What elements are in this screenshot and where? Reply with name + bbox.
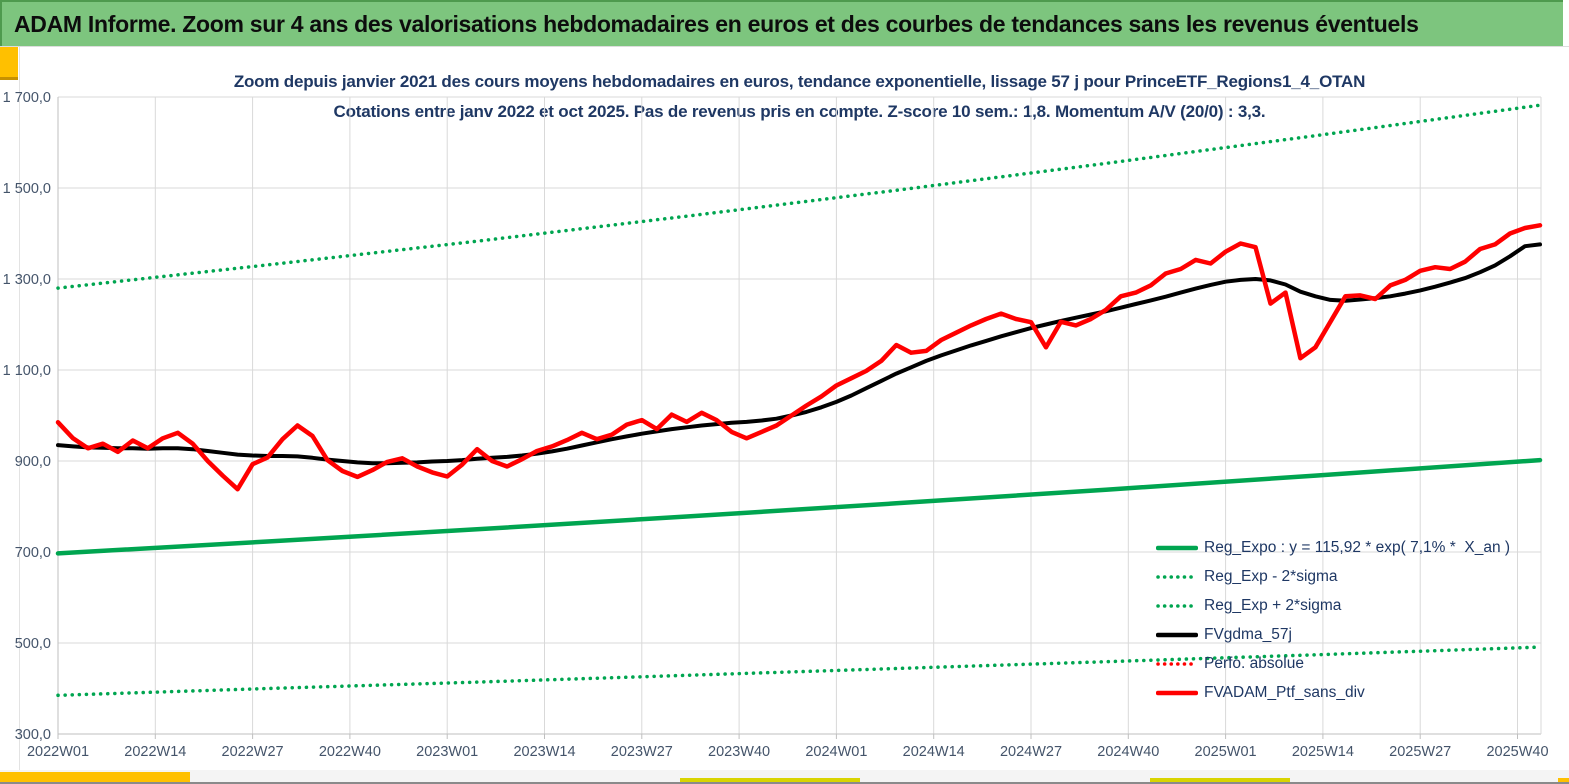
x-axis-label: 2022W27 bbox=[222, 744, 284, 760]
sheet-tab-marker-3 bbox=[1558, 778, 1569, 783]
series-FVgdma_57j bbox=[56, 242, 1542, 466]
y-axis-label: 500,0 bbox=[15, 636, 51, 652]
y-axis-label: 1 500,0 bbox=[3, 181, 51, 197]
legend-swatch-solid-line bbox=[1156, 545, 1198, 550]
legend-item: Reg_Exp - 2*sigma bbox=[1156, 562, 1510, 591]
legend-swatch-dotted-line bbox=[1156, 574, 1198, 579]
legend-swatch-dotted-line bbox=[1156, 661, 1198, 666]
x-axis-label: 2024W01 bbox=[805, 744, 867, 760]
legend-label: Reg_Exp - 2*sigma bbox=[1204, 567, 1338, 585]
sheet-column-divider bbox=[19, 46, 20, 772]
legend-item: Reg_Expo : y = 115,92 * exp( 7,1% * X_an… bbox=[1156, 533, 1510, 562]
sheet-bottom-border bbox=[0, 782, 1569, 784]
legend-label: FVgdma_57j bbox=[1204, 625, 1292, 643]
x-axis-label: 2024W40 bbox=[1097, 744, 1159, 760]
legend-swatch-solid-line bbox=[1156, 632, 1198, 637]
gold-accent-top-left bbox=[0, 47, 18, 80]
x-axis-label: 2025W01 bbox=[1195, 744, 1257, 760]
chart-title: Zoom depuis janvier 2021 des cours moyen… bbox=[58, 67, 1541, 127]
y-axis-label: 1 100,0 bbox=[3, 363, 51, 379]
x-axis-label: 2023W27 bbox=[611, 744, 673, 760]
x-axis-label: 2023W40 bbox=[708, 744, 770, 760]
gold-accent-bottom-left bbox=[0, 772, 190, 782]
y-axis-label: 700,0 bbox=[15, 545, 51, 561]
sheet-tab-marker-1 bbox=[680, 778, 860, 783]
sheet-tab-marker-2 bbox=[1150, 778, 1290, 783]
x-axis-label: 2025W27 bbox=[1389, 744, 1451, 760]
report-banner-title: ADAM Informe. Zoom sur 4 ans des valoris… bbox=[14, 10, 1419, 37]
x-axis-label: 2023W14 bbox=[513, 744, 575, 760]
y-axis-label: 1 300,0 bbox=[3, 272, 51, 288]
report-banner: ADAM Informe. Zoom sur 4 ans des valoris… bbox=[0, 0, 1563, 46]
y-axis-label: 300,0 bbox=[15, 727, 51, 743]
legend-label: Perfo. absolue bbox=[1204, 654, 1304, 672]
x-axis-label: 2025W14 bbox=[1292, 744, 1354, 760]
x-axis-label: 2025W40 bbox=[1486, 744, 1548, 760]
legend-item: Perfo. absolue bbox=[1156, 649, 1510, 678]
y-axis-label: 900,0 bbox=[15, 454, 51, 470]
x-axis-label: 2022W14 bbox=[124, 744, 186, 760]
legend-item: Reg_Exp + 2*sigma bbox=[1156, 591, 1510, 620]
x-axis-label: 2024W14 bbox=[903, 744, 965, 760]
chart-title-line2: Cotations entre janv 2022 et oct 2025. P… bbox=[333, 102, 1266, 121]
y-axis-label: 1 700,0 bbox=[3, 90, 51, 106]
legend-label: Reg_Exp + 2*sigma bbox=[1204, 596, 1342, 614]
legend-item: FVgdma_57j bbox=[1156, 620, 1510, 649]
legend-label: Reg_Expo : y = 115,92 * exp( 7,1% * X_an… bbox=[1204, 538, 1511, 556]
x-axis-label: 2023W01 bbox=[416, 744, 478, 760]
legend-item: FVADAM_Ptf_sans_div bbox=[1156, 678, 1510, 707]
legend-swatch-dotted-line bbox=[1156, 603, 1198, 608]
legend-swatch-solid-line bbox=[1156, 690, 1198, 695]
banner-divider bbox=[0, 46, 1569, 47]
chart-legend: Reg_Expo : y = 115,92 * exp( 7,1% * X_an… bbox=[1156, 533, 1510, 707]
series-Reg_Exp_+_2_sigma bbox=[56, 103, 1542, 290]
chart-title-line1: Zoom depuis janvier 2021 des cours moyen… bbox=[233, 72, 1366, 91]
x-axis-label: 2024W27 bbox=[1000, 744, 1062, 760]
x-axis-label: 2022W40 bbox=[319, 744, 381, 760]
series-FVADAM_Ptf_sans_div bbox=[55, 223, 1543, 492]
legend-label: FVADAM_Ptf_sans_div bbox=[1204, 683, 1365, 701]
x-axis-label: 2022W01 bbox=[27, 744, 89, 760]
series-Reg_Expo bbox=[55, 457, 1543, 556]
